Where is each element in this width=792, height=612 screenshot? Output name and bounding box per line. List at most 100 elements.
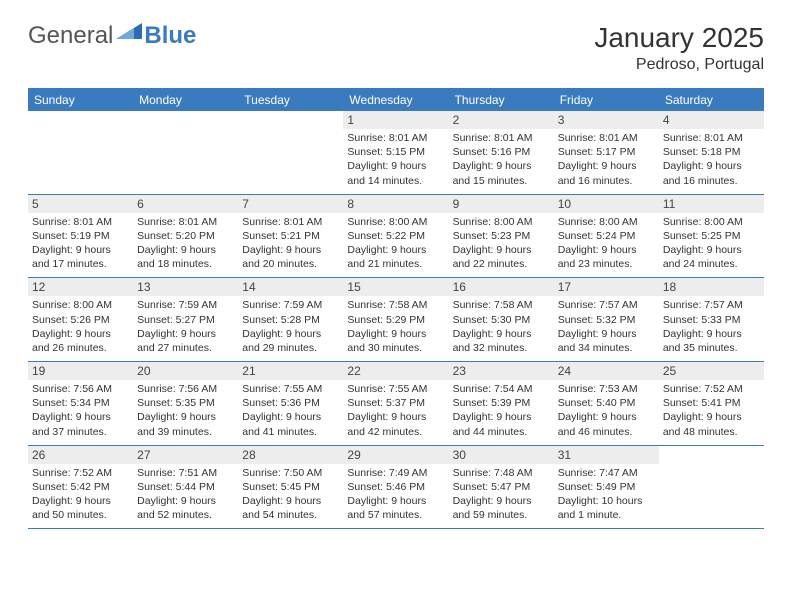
daylight-line: Daylight: 9 hours and 44 minutes. [453, 410, 550, 438]
day-number: 17 [554, 278, 659, 296]
header: General Blue January 2025 Pedroso, Portu… [0, 0, 792, 82]
day-number: 24 [554, 362, 659, 380]
daylight-line: Daylight: 9 hours and 34 minutes. [558, 327, 655, 355]
week-row: 19Sunrise: 7:56 AMSunset: 5:34 PMDayligh… [28, 362, 764, 446]
daylight-line: Daylight: 9 hours and 16 minutes. [663, 159, 760, 187]
sunrise-line: Sunrise: 8:00 AM [453, 215, 550, 229]
sunrise-line: Sunrise: 7:56 AM [137, 382, 234, 396]
day-cell: 29Sunrise: 7:49 AMSunset: 5:46 PMDayligh… [343, 446, 448, 529]
day-cell: 13Sunrise: 7:59 AMSunset: 5:27 PMDayligh… [133, 278, 238, 361]
day-cell: 6Sunrise: 8:01 AMSunset: 5:20 PMDaylight… [133, 195, 238, 278]
sunrise-line: Sunrise: 8:01 AM [347, 131, 444, 145]
day-number: 19 [28, 362, 133, 380]
day-number: 27 [133, 446, 238, 464]
sunset-line: Sunset: 5:17 PM [558, 145, 655, 159]
sunset-line: Sunset: 5:33 PM [663, 313, 760, 327]
sunrise-line: Sunrise: 8:00 AM [663, 215, 760, 229]
day-number: 1 [343, 111, 448, 129]
day-number: 26 [28, 446, 133, 464]
sunrise-line: Sunrise: 8:01 AM [137, 215, 234, 229]
day-cell [28, 111, 133, 194]
sunrise-line: Sunrise: 8:00 AM [32, 298, 129, 312]
logo: General Blue [28, 22, 196, 50]
day-cell: 24Sunrise: 7:53 AMSunset: 5:40 PMDayligh… [554, 362, 659, 445]
day-number: 2 [449, 111, 554, 129]
day-cell: 12 Sunrise: 8:00 AMSunset: 5:26 PMDayligh… [28, 278, 133, 361]
sunset-line: Sunset: 5:36 PM [242, 396, 339, 410]
sunrise-line: Sunrise: 7:52 AM [663, 382, 760, 396]
daylight-line: Daylight: 9 hours and 39 minutes. [137, 410, 234, 438]
day-cell [133, 111, 238, 194]
sunset-line: Sunset: 5:47 PM [453, 480, 550, 494]
sunrise-line: Sunrise: 8:01 AM [242, 215, 339, 229]
sunrise-line: Sunrise: 7:50 AM [242, 466, 339, 480]
daylight-line: Daylight: 9 hours and 29 minutes. [242, 327, 339, 355]
daylight-line: Daylight: 9 hours and 37 minutes. [32, 410, 129, 438]
day-cell: 1Sunrise: 8:01 AMSunset: 5:15 PMDaylight… [343, 111, 448, 194]
dow-cell: Thursday [449, 89, 554, 111]
dow-cell: Friday [554, 89, 659, 111]
daylight-line: Daylight: 9 hours and 54 minutes. [242, 494, 339, 522]
day-number: 18 [659, 278, 764, 296]
daylight-line: Daylight: 9 hours and 41 minutes. [242, 410, 339, 438]
daylight-line: Daylight: 9 hours and 22 minutes. [453, 243, 550, 271]
day-cell: 23Sunrise: 7:54 AMSunset: 5:39 PMDayligh… [449, 362, 554, 445]
daylight-line: Daylight: 9 hours and 35 minutes. [663, 327, 760, 355]
day-number: 12 [28, 278, 133, 296]
day-cell: 31Sunrise: 7:47 AMSunset: 5:49 PMDayligh… [554, 446, 659, 529]
weeks-container: 1Sunrise: 8:01 AMSunset: 5:15 PMDaylight… [28, 111, 764, 529]
logo-text-blue: Blue [144, 22, 196, 50]
day-number: 23 [449, 362, 554, 380]
day-number: 4 [659, 111, 764, 129]
sunset-line: Sunset: 5:29 PM [347, 313, 444, 327]
day-cell: 10Sunrise: 8:00 AMSunset: 5:24 PMDayligh… [554, 195, 659, 278]
sunset-line: Sunset: 5:26 PM [32, 313, 129, 327]
week-row: 1Sunrise: 8:01 AMSunset: 5:15 PMDaylight… [28, 111, 764, 195]
sunrise-line: Sunrise: 7:55 AM [242, 382, 339, 396]
day-cell: 17 Sunrise: 7:57 AMSunset: 5:32 PMDayligh… [554, 278, 659, 361]
day-cell: 27Sunrise: 7:51 AMSunset: 5:44 PMDayligh… [133, 446, 238, 529]
sunrise-line: Sunrise: 7:49 AM [347, 466, 444, 480]
sunrise-line: Sunrise: 8:01 AM [558, 131, 655, 145]
sunrise-line: Sunrise: 8:00 AM [347, 215, 444, 229]
sunset-line: Sunset: 5:34 PM [32, 396, 129, 410]
sunset-line: Sunset: 5:22 PM [347, 229, 444, 243]
day-cell: 26Sunrise: 7:52 AMSunset: 5:42 PMDayligh… [28, 446, 133, 529]
daylight-line: Daylight: 9 hours and 26 minutes. [32, 327, 129, 355]
sunset-line: Sunset: 5:21 PM [242, 229, 339, 243]
day-number: 15 [343, 278, 448, 296]
sunrise-line: Sunrise: 7:47 AM [558, 466, 655, 480]
daylight-line: Daylight: 9 hours and 59 minutes. [453, 494, 550, 522]
day-cell: 5Sunrise: 8:01 AMSunset: 5:19 PMDaylight… [28, 195, 133, 278]
sunrise-line: Sunrise: 7:57 AM [558, 298, 655, 312]
day-cell: 15Sunrise: 7:58 AMSunset: 5:29 PMDayligh… [343, 278, 448, 361]
day-cell: 22Sunrise: 7:55 AMSunset: 5:37 PMDayligh… [343, 362, 448, 445]
sunrise-line: Sunrise: 7:55 AM [347, 382, 444, 396]
daylight-line: Daylight: 9 hours and 42 minutes. [347, 410, 444, 438]
day-cell: 11Sunrise: 8:00 AMSunset: 5:25 PMDayligh… [659, 195, 764, 278]
logo-triangle-icon [116, 23, 142, 42]
sunset-line: Sunset: 5:16 PM [453, 145, 550, 159]
day-cell: 7Sunrise: 8:01 AMSunset: 5:21 PMDaylight… [238, 195, 343, 278]
day-number: 5 [28, 195, 133, 213]
week-row: 5Sunrise: 8:01 AMSunset: 5:19 PMDaylight… [28, 195, 764, 279]
sunrise-line: Sunrise: 7:56 AM [32, 382, 129, 396]
day-cell: 8Sunrise: 8:00 AMSunset: 5:22 PMDaylight… [343, 195, 448, 278]
sunrise-line: Sunrise: 7:53 AM [558, 382, 655, 396]
day-cell: 2Sunrise: 8:01 AMSunset: 5:16 PMDaylight… [449, 111, 554, 194]
days-of-week-row: SundayMondayTuesdayWednesdayThursdayFrid… [28, 89, 764, 111]
sunset-line: Sunset: 5:25 PM [663, 229, 760, 243]
day-cell: 14Sunrise: 7:59 AMSunset: 5:28 PMDayligh… [238, 278, 343, 361]
daylight-line: Daylight: 9 hours and 23 minutes. [558, 243, 655, 271]
day-number: 7 [238, 195, 343, 213]
sunset-line: Sunset: 5:20 PM [137, 229, 234, 243]
day-cell: 9Sunrise: 8:00 AMSunset: 5:23 PMDaylight… [449, 195, 554, 278]
sunrise-line: Sunrise: 8:00 AM [558, 215, 655, 229]
day-number: 11 [659, 195, 764, 213]
day-cell: 4Sunrise: 8:01 AMSunset: 5:18 PMDaylight… [659, 111, 764, 194]
day-number: 20 [133, 362, 238, 380]
sunset-line: Sunset: 5:32 PM [558, 313, 655, 327]
day-number: 6 [133, 195, 238, 213]
sunrise-line: Sunrise: 8:01 AM [663, 131, 760, 145]
daylight-line: Daylight: 9 hours and 48 minutes. [663, 410, 760, 438]
